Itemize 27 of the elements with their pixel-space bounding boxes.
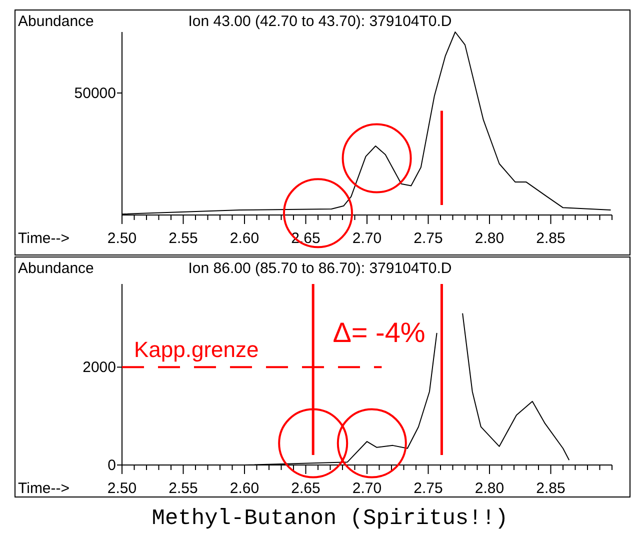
- x-tick-label: 2.70: [352, 230, 382, 247]
- text: Methyl-Butanon (Spiritus!!): [152, 506, 508, 531]
- y-tick-label: 2000: [82, 359, 116, 376]
- text: 50000: [74, 85, 116, 102]
- x-axis-title: Time-->: [18, 230, 70, 247]
- x-tick-label: 2.80: [474, 480, 504, 497]
- x-tick-label: 2.85: [536, 480, 566, 497]
- x-axis-title: Time-->: [18, 480, 70, 497]
- x-tick-label: 2.60: [230, 230, 260, 247]
- x-tick-label: 2.55: [168, 230, 198, 247]
- x-tick-label: 2.85: [536, 230, 566, 247]
- x-tick-label: 2.70: [352, 480, 382, 497]
- x-tick-label: 2.50: [107, 480, 137, 497]
- x-tick-label: 2.65: [291, 480, 320, 497]
- x-tick-label: 2.60: [230, 480, 260, 497]
- chart-title: Ion 43.00 (42.70 to 43.70): 379104T0.D: [188, 13, 452, 30]
- y-tick-label: 0: [108, 457, 116, 474]
- x-tick-label: 2.75: [414, 480, 443, 497]
- x-tick-label: 2.55: [168, 480, 198, 497]
- ref-line-label: Kapp.grenze: [134, 337, 259, 362]
- chart-title: Ion 86.00 (85.70 to 86.70): 379104T0.D: [188, 260, 452, 277]
- x-tick-label: 2.50: [107, 230, 137, 247]
- y-axis-title: Abundance: [18, 260, 94, 277]
- x-tick-label: 2.75: [414, 230, 443, 247]
- x-tick-label: 2.80: [474, 230, 504, 247]
- annotation: Δ= -4%: [332, 317, 426, 348]
- y-axis-title: Abundance: [18, 13, 94, 30]
